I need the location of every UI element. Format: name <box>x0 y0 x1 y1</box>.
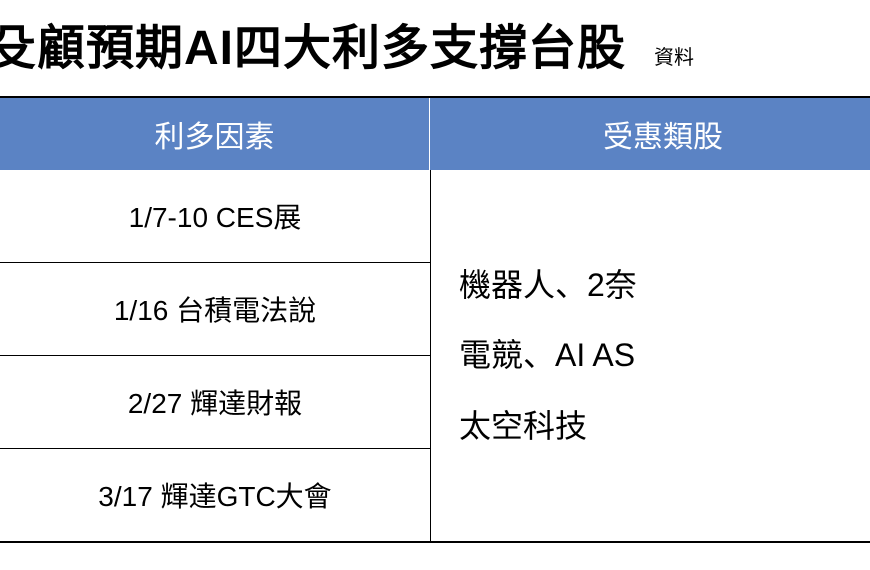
table-row: 1/7-10 CES展 <box>0 170 430 263</box>
table-header: 利多因素 受惠類股 <box>0 98 870 170</box>
table-row: 1/16 台積電法說 <box>0 263 430 356</box>
sector-line: 機器人、2奈 <box>459 250 870 320</box>
sectors-column: 機器人、2奈 電競、AI AS 太空科技 <box>430 170 870 541</box>
catalyst-table: 利多因素 受惠類股 1/7-10 CES展 1/16 台積電法說 2/27 輝達… <box>0 96 870 543</box>
table-row: 2/27 輝達財報 <box>0 356 430 449</box>
table-row: 3/17 輝達GTC大會 <box>0 449 430 541</box>
col-header-factors: 利多因素 <box>0 98 430 170</box>
source-label: 資料 <box>654 41 694 70</box>
table-body: 1/7-10 CES展 1/16 台積電法說 2/27 輝達財報 3/17 輝達… <box>0 170 870 541</box>
sector-line: 太空科技 <box>459 391 870 461</box>
factors-column: 1/7-10 CES展 1/16 台積電法說 2/27 輝達財報 3/17 輝達… <box>0 170 430 541</box>
page-title: 殳顧預期AI四大利多支撐台股 <box>0 8 626 78</box>
title-row: 殳顧預期AI四大利多支撐台股 資料 <box>0 0 870 96</box>
sector-line: 電競、AI AS <box>459 320 870 390</box>
col-header-sectors: 受惠類股 <box>430 98 870 170</box>
